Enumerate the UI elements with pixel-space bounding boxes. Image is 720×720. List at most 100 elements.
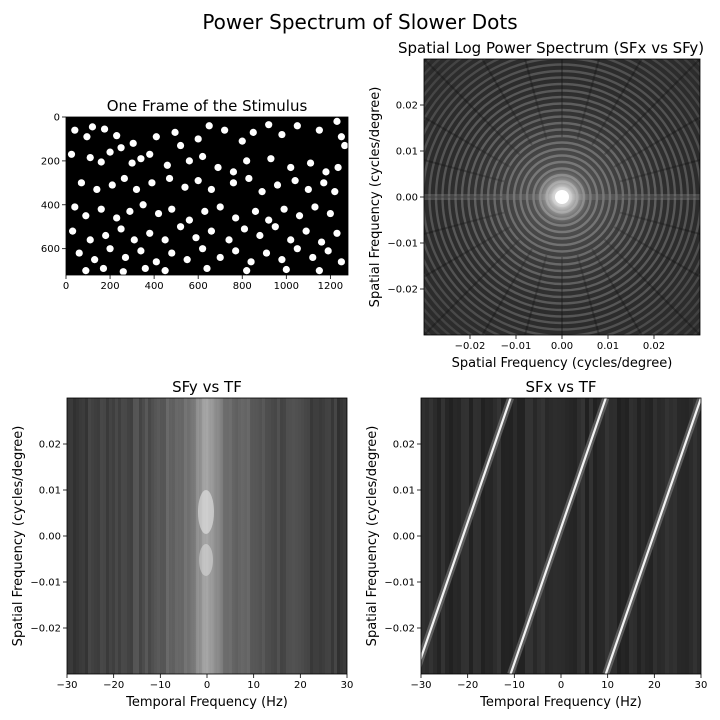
stimulus-dot	[317, 238, 326, 246]
y-tick-label: 200	[41, 156, 60, 167]
stimulus-dot	[77, 179, 86, 187]
stimulus-dot	[146, 150, 154, 158]
sfx-stripe	[597, 398, 601, 674]
sfy-stripe	[343, 398, 346, 674]
stimulus-dot	[194, 177, 202, 185]
stimulus-dot	[88, 123, 97, 131]
y-tick-label: −0.01	[387, 239, 418, 250]
stimulus-dot	[334, 163, 342, 172]
stimulus-dot	[267, 155, 275, 163]
sfx-stripe	[569, 398, 573, 674]
stimulus-dot	[137, 155, 145, 163]
stimulus-dot	[249, 128, 257, 136]
sfx-stripe	[521, 398, 525, 674]
sfx-stripe	[673, 398, 677, 674]
sfx-stripe	[477, 398, 481, 674]
sfy-stripe	[337, 398, 340, 674]
stimulus-dot	[192, 234, 200, 242]
sfy-stripe	[76, 398, 79, 674]
stimulus-dot	[99, 264, 108, 273]
stimulus-dot	[324, 247, 332, 255]
sfx-stripe	[545, 398, 549, 674]
stimulus-dot	[322, 168, 330, 176]
stimulus-dot	[168, 205, 176, 213]
y-tick-label: 0.01	[39, 486, 61, 497]
x-tick-label: 600	[189, 281, 208, 292]
x-tick-label: −10	[150, 680, 171, 691]
stimulus-dot	[287, 163, 295, 172]
stimulus-dot	[302, 227, 310, 235]
sfx-stripe	[665, 398, 669, 674]
y-tick-label: 0.01	[396, 147, 418, 158]
stimulus-dot	[243, 267, 251, 275]
sfx-stripe	[533, 398, 537, 674]
sfx-diagonal-lines	[421, 398, 701, 674]
panel-sfy-vs-tf: SFy vs TF −30 −20 −10 0 10 20 30 0.02 0.01 0.00 −…	[11, 378, 353, 710]
sfx-stripe	[553, 398, 557, 674]
y-tick-label: 0.01	[393, 486, 415, 497]
sfx-title: SFx vs TF	[525, 378, 596, 396]
y-tick-label: 400	[41, 200, 60, 211]
stimulus-dot	[273, 181, 282, 189]
stimulus-dots	[67, 117, 349, 276]
stimulus-dot	[181, 183, 189, 191]
stimulus-dot	[100, 125, 109, 133]
sfx-stripe	[433, 398, 437, 674]
stimulus-frame	[65, 116, 349, 276]
sfy-stripe	[325, 398, 328, 674]
sfy-stripe	[304, 398, 307, 674]
sfx-stripe	[669, 398, 673, 674]
stimulus-dot	[262, 249, 271, 257]
stimulus-dot	[71, 203, 79, 211]
stimulus-dot	[247, 258, 255, 266]
stimulus-dot	[333, 229, 341, 237]
sfx-stripe	[561, 398, 565, 674]
y-tick-label: −0.01	[384, 578, 415, 589]
sfx-stripe	[573, 398, 577, 674]
x-tick-label: 30	[695, 680, 708, 691]
sfx-stripe	[529, 398, 533, 674]
stimulus-dot	[207, 227, 216, 235]
sfx-stripe	[565, 398, 569, 674]
stimulus-dot	[106, 245, 114, 253]
panel-spatial-spectrum: Spatial Log Power Spectrum (SFx vs SFy) …	[368, 39, 704, 371]
stimulus-dot	[280, 205, 288, 213]
sfy-stripe	[97, 398, 100, 674]
sfx-stripe	[629, 398, 633, 674]
stimulus-dot	[102, 231, 110, 240]
sfx-stripe	[641, 398, 645, 674]
sfy-stripe	[142, 398, 145, 674]
y-tick-label: −0.02	[387, 285, 418, 296]
sfx-stripe	[625, 398, 629, 674]
stimulus-dot	[293, 245, 301, 253]
sfy-x-ticks: −30 −20 −10 0 10 20 30	[56, 674, 353, 691]
stimulus-dot	[341, 141, 349, 150]
spectrum-x-label: Spatial Frequency (cycles/degree)	[452, 356, 673, 371]
x-tick-label: 400	[145, 281, 164, 292]
stimulus-dot	[232, 214, 240, 222]
stimulus-y-ticks: 0 200 400 600	[41, 113, 66, 255]
sfx-stripe	[601, 398, 605, 674]
sfy-stripe	[118, 398, 121, 674]
y-tick-label: 0.00	[396, 193, 418, 204]
sfy-stripe	[295, 398, 298, 674]
sfy-stripe	[319, 398, 322, 674]
spectrum-peak	[555, 190, 569, 204]
sfx-stripe	[577, 398, 581, 674]
stimulus-dot	[82, 212, 90, 220]
stimulus-dot	[207, 185, 216, 194]
stimulus-dot	[69, 227, 77, 235]
sfy-stripe	[298, 398, 301, 674]
spectrum-y-label: Spatial Frequency (cycles/degree)	[368, 87, 383, 308]
sfx-stripe	[681, 398, 685, 674]
sfx-stripe	[517, 398, 521, 674]
sfy-stripe	[283, 398, 286, 674]
y-tick-label: 0.02	[39, 440, 61, 451]
x-tick-label: −10	[504, 680, 525, 691]
stimulus-dot	[126, 207, 134, 215]
stimulus-dot	[214, 163, 222, 172]
stimulus-dot	[117, 144, 125, 152]
x-tick-label: 200	[101, 281, 120, 292]
sfx-stripe	[485, 398, 489, 674]
sfx-stripe	[453, 398, 457, 674]
